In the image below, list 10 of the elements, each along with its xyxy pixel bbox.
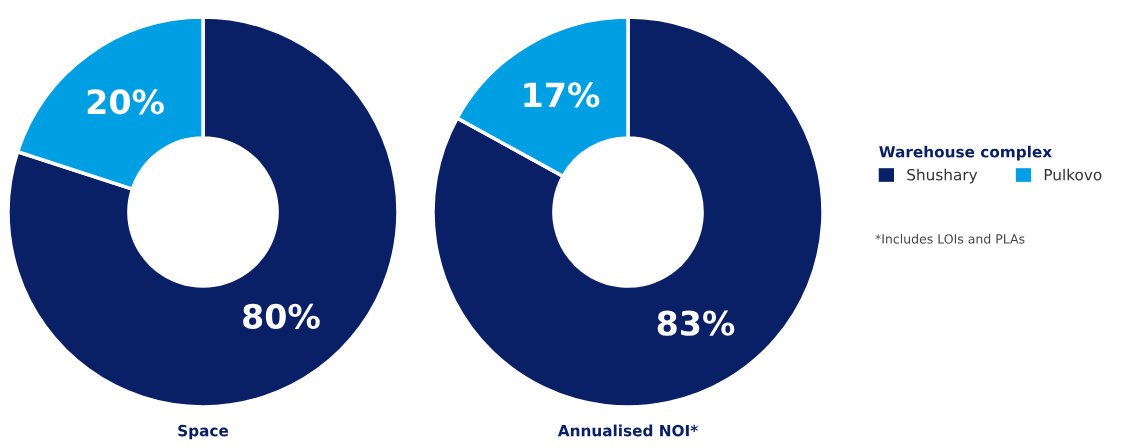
data-label: 83% (657, 310, 735, 336)
legend-title: Warehouse complex (879, 145, 1052, 161)
legend-label: Shushary (907, 168, 978, 184)
text: Space (178, 424, 229, 440)
data-label: 80% (243, 303, 320, 329)
data-label: 17% (524, 82, 600, 108)
text: Annualised NOI* (557, 424, 698, 437)
legend-label: Pulkovo (1044, 168, 1102, 181)
text: *Includes LOIs and PLAs (875, 233, 1025, 244)
data-label: 20% (87, 89, 164, 115)
